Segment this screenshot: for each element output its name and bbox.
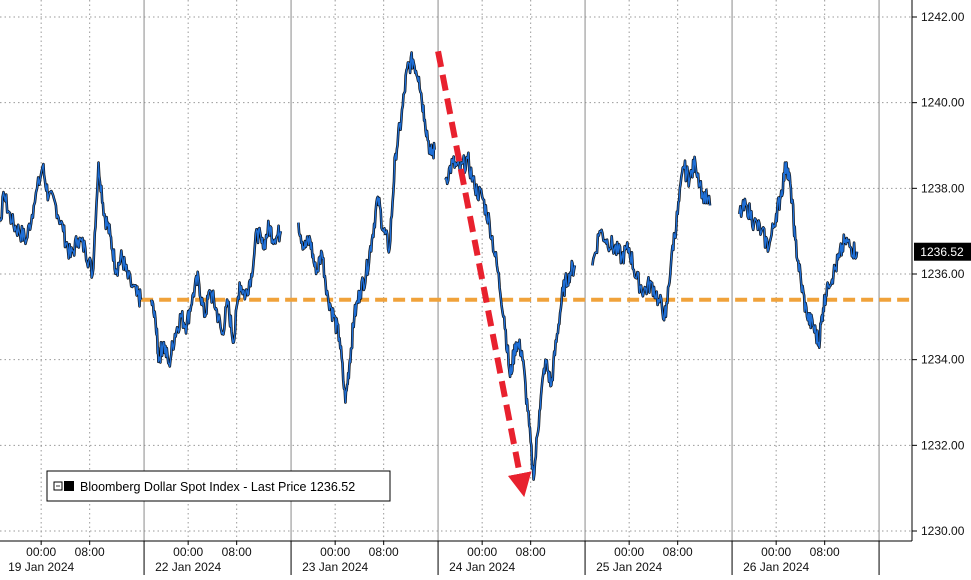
x-tick-time-label: 08:00 — [369, 545, 399, 559]
series-line — [150, 220, 282, 368]
trend-arrow — [435, 50, 532, 498]
x-tick-time-label: 08:00 — [222, 545, 252, 559]
x-tick-date-label: 25 Jan 2024 — [596, 560, 662, 574]
x-tick-date-label: 26 Jan 2024 — [743, 560, 809, 574]
legend-box — [46, 470, 391, 502]
legend: Bloomberg Dollar Spot Index - Last Price… — [46, 470, 391, 502]
y-tick-label: 1234.00 — [921, 353, 965, 367]
trend-arrow-layer — [435, 50, 532, 498]
y-tick-label: 1242.00 — [921, 10, 965, 24]
x-tick-time-label: 00:00 — [26, 545, 56, 559]
x-tick-date-label: 24 Jan 2024 — [449, 560, 515, 574]
y-tick-label: 1232.00 — [921, 438, 965, 452]
x-tick-date-label: 19 Jan 2024 — [8, 560, 74, 574]
y-tick-label: 1240.00 — [921, 96, 965, 110]
series-line — [297, 51, 436, 404]
legend-label: Bloomberg Dollar Spot Index - Last Price… — [80, 480, 355, 494]
legend-swatch — [64, 481, 74, 491]
x-tick-date-label: 23 Jan 2024 — [302, 560, 368, 574]
x-tick-date-label: 22 Jan 2024 — [155, 560, 221, 574]
series-line — [0, 161, 142, 307]
y-tick-label: 1236.00 — [921, 267, 965, 281]
x-tick-time-label: 08:00 — [810, 545, 840, 559]
series-line — [591, 156, 711, 321]
x-tick-time-label: 08:00 — [75, 545, 105, 559]
x-tick-time-label: 00:00 — [467, 545, 497, 559]
series-line — [444, 152, 576, 481]
x-tick-time-label: 08:00 — [516, 545, 546, 559]
x-tick-time-label: 08:00 — [663, 545, 693, 559]
grid-layer — [0, 0, 912, 541]
y-tick-label: 1230.00 — [921, 524, 965, 538]
x-tick-time-label: 00:00 — [320, 545, 350, 559]
y-tick-label: 1238.00 — [921, 181, 965, 195]
x-tick-time-label: 00:00 — [761, 545, 791, 559]
series-layer — [0, 51, 859, 481]
last-price-tag — [914, 242, 971, 261]
x-tick-time-label: 00:00 — [173, 545, 203, 559]
last-price-label: 1236.52 — [920, 245, 964, 259]
x-tick-time-label: 00:00 — [614, 545, 644, 559]
series-line — [738, 161, 858, 349]
